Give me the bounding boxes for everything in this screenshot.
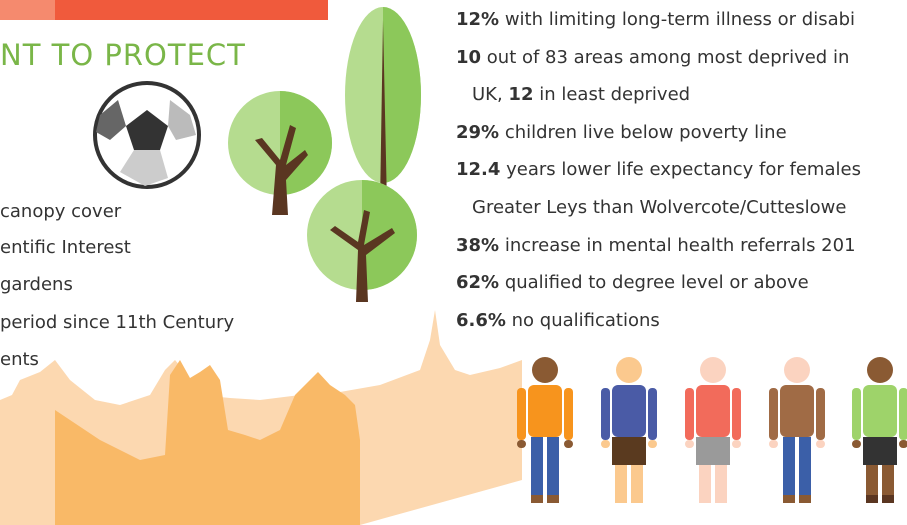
skyline-front [55, 360, 360, 525]
stat-text: increase in mental health referrals 201 [499, 234, 856, 256]
person-part [899, 440, 907, 448]
person-part [866, 465, 878, 495]
person-part [852, 440, 861, 448]
person-part [783, 495, 795, 503]
person-part [532, 357, 558, 383]
left-item: ents [0, 349, 39, 370]
person-part [866, 495, 878, 503]
person-part [699, 465, 711, 495]
stat-line: 38% increase in mental health referrals … [456, 235, 856, 257]
stat-number: 12.4 [456, 159, 501, 181]
stat-text: out of 83 areas among most deprived in [481, 46, 850, 68]
stat-text: UK, [472, 84, 509, 106]
person-part [612, 385, 646, 437]
person-part [732, 440, 741, 448]
person-part [715, 495, 727, 503]
person-part [799, 495, 811, 503]
person-part [601, 388, 610, 440]
left-item: period since 11th Century [0, 312, 235, 333]
person-part [612, 437, 646, 465]
stat-text: years lower life expectancy for females [500, 159, 861, 181]
person-part [899, 388, 907, 440]
person-part [852, 388, 861, 440]
person-part [700, 357, 726, 383]
stat-line: 12.4 years lower life expectancy for fem… [456, 159, 861, 181]
person-part [648, 388, 657, 440]
stat-number: 6.6% [456, 309, 506, 331]
stat-number: 12% [456, 9, 500, 30]
person-part [783, 437, 795, 495]
tree [307, 180, 417, 302]
person-part [882, 465, 894, 495]
person-part [780, 385, 814, 437]
top-bar [0, 0, 328, 20]
person-part [699, 495, 711, 503]
stat-text: in least deprived [533, 84, 691, 106]
stat-line: 10 out of 83 areas among most deprived i… [456, 47, 849, 69]
person-part [784, 357, 810, 383]
person-part [696, 437, 730, 465]
stat-line: 12% with limiting long-term illness or d… [456, 9, 855, 31]
person-part [615, 465, 627, 495]
person-part [616, 357, 642, 383]
person-part [631, 465, 643, 495]
stat-text: qualified to degree level or above [499, 272, 809, 294]
stat-line: 62% qualified to degree level or above [456, 272, 809, 294]
person-part [816, 440, 825, 448]
stat-line: 29% children live below poverty line [456, 122, 787, 144]
person-part [601, 440, 610, 448]
person-part [517, 440, 526, 448]
person-part [696, 385, 730, 437]
stat-number: 38% [456, 234, 500, 256]
person-part [631, 495, 643, 503]
person-part [816, 388, 825, 440]
person-part [528, 385, 562, 437]
person-part [564, 440, 573, 448]
stat-text: with limiting long-term illness or disab… [499, 9, 856, 30]
left-item: canopy cover [0, 201, 122, 222]
stat-text: children live below poverty line [499, 121, 787, 143]
person-part [867, 357, 893, 383]
person-part [564, 388, 573, 440]
stat-number: 62% [456, 272, 500, 294]
stat-number: 10 [456, 46, 482, 68]
person-part [547, 495, 559, 503]
person-part [531, 437, 543, 495]
person-part [882, 495, 894, 503]
stat-number: 12 [508, 84, 534, 106]
stat-line: UK, 12 in least deprived [472, 84, 690, 106]
person-part [685, 440, 694, 448]
stat-line: Greater Leys than Wolvercote/Cutteslowe [472, 197, 846, 219]
person-part [715, 465, 727, 495]
stat-text: Greater Leys than Wolvercote/Cutteslowe [472, 197, 847, 218]
left-item: gardens [0, 274, 73, 295]
football [93, 81, 201, 189]
person-part [685, 388, 694, 440]
stat-line: 6.6% no qualifications [456, 310, 660, 332]
person-part [732, 388, 741, 440]
stat-text: no qualifications [505, 309, 660, 331]
top-bar-accent [0, 0, 55, 20]
tree [345, 7, 421, 205]
person-part [863, 437, 897, 465]
person-part [769, 388, 778, 440]
left-item: entific Interest [0, 237, 131, 258]
person-part [769, 440, 778, 448]
person-part [547, 437, 559, 495]
heading: NT TO PROTECT [0, 38, 246, 72]
person-part [799, 437, 811, 495]
stat-number: 29% [456, 121, 500, 143]
person-part [531, 495, 543, 503]
people [517, 357, 907, 503]
person-part [615, 495, 627, 503]
person-part [517, 388, 526, 440]
tree [228, 91, 332, 215]
person-part [648, 440, 657, 448]
person-part [863, 385, 897, 437]
